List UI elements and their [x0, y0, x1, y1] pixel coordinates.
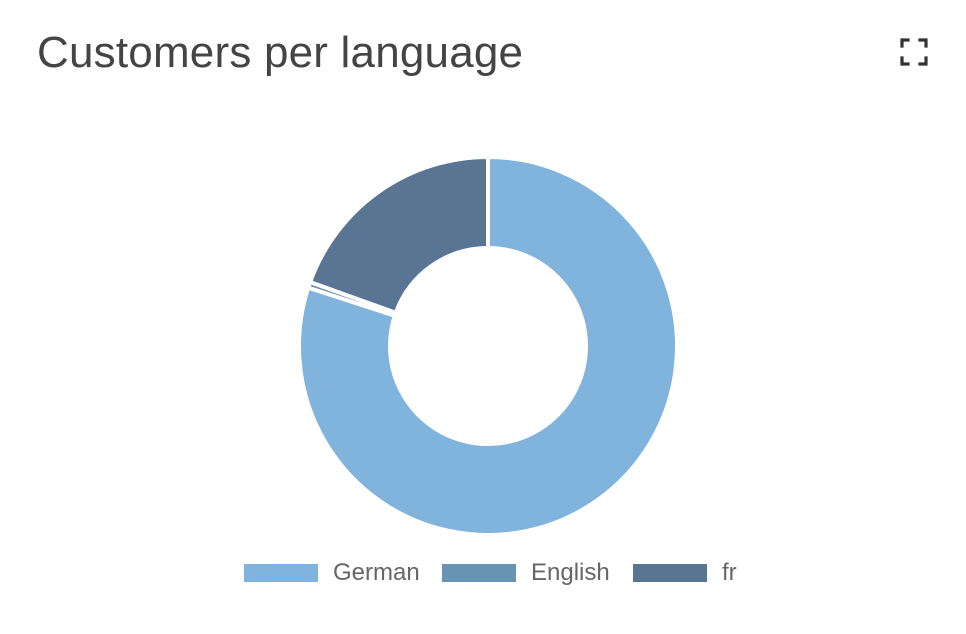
legend-swatch-english [442, 564, 516, 582]
fullscreen-button[interactable] [894, 32, 934, 72]
legend-label-fr: fr [722, 559, 737, 586]
legend-label-german: German [333, 559, 420, 586]
legend-swatch-german [244, 564, 318, 582]
expand-icon [900, 38, 928, 66]
chart-title: Customers per language [37, 28, 524, 77]
chart-legend: German English fr [0, 558, 966, 588]
legend-swatch-fr [633, 564, 707, 582]
donut-slice-fr[interactable] [308, 155, 490, 315]
donut-slice-german[interactable] [297, 155, 679, 537]
legend-label-english: English [531, 559, 610, 586]
donut-chart [297, 155, 679, 537]
